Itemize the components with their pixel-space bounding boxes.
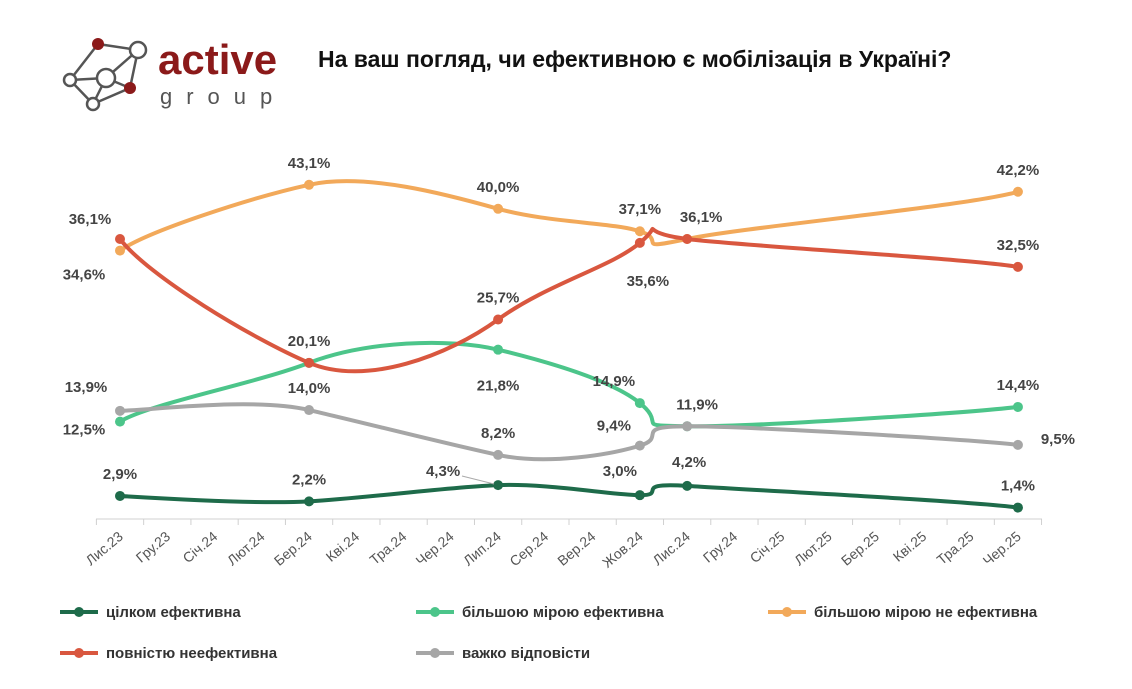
x-tick-label: Тра.25	[934, 528, 977, 568]
x-tick-label: Січ.25	[747, 528, 788, 566]
legend-swatch-marker	[74, 607, 84, 617]
logo-network-icon: active group	[62, 36, 286, 112]
data-label: 4,2%	[672, 454, 706, 471]
data-label: 2,9%	[103, 466, 137, 483]
x-tick-label: Чер.24	[412, 528, 456, 569]
x-tick-label: Лип.24	[460, 528, 504, 569]
data-label: 36,1%	[69, 211, 112, 228]
data-point	[1012, 261, 1023, 272]
data-label: 34,6%	[63, 267, 106, 284]
series-line-1	[118, 340, 1020, 429]
x-tick-label: Гру.23	[133, 528, 174, 566]
x-tick-label: Кві.25	[890, 528, 930, 565]
x-tick-label: Сер.24	[506, 528, 551, 569]
data-point	[634, 440, 645, 451]
chart-title: На ваш погляд, чи ефективною є мобілізац…	[318, 46, 952, 72]
data-point	[493, 449, 504, 460]
data-label: 14,4%	[997, 377, 1040, 394]
data-point	[1012, 502, 1023, 513]
series-line-2	[118, 179, 1020, 253]
x-tick-label: Бер.25	[838, 528, 882, 569]
data-point	[493, 203, 504, 214]
legend-label: повністю неефективна	[106, 645, 278, 662]
x-tick-label: Лис.24	[649, 528, 693, 568]
series-line-4	[118, 402, 1020, 462]
data-label: 36,1%	[680, 209, 723, 226]
legend-swatch-marker	[430, 648, 440, 658]
legend-swatch-marker	[782, 607, 792, 617]
data-point	[115, 233, 125, 244]
data-label: 43,1%	[288, 155, 331, 172]
leader-line	[461, 475, 495, 485]
series-line-3	[118, 226, 1020, 374]
data-label: 8,2%	[481, 425, 515, 442]
data-point	[682, 421, 693, 432]
data-point	[1012, 186, 1023, 197]
data-point	[115, 490, 125, 501]
x-tick-label: Лют.25	[791, 528, 835, 568]
data-point	[1012, 439, 1023, 450]
data-label: 11,9%	[676, 396, 718, 413]
data-point	[1012, 401, 1023, 412]
data-label: 14,0%	[288, 380, 331, 397]
data-label: 9,4%	[597, 418, 631, 435]
data-point	[634, 398, 645, 409]
x-tick-label: Лют.24	[224, 528, 268, 568]
data-label: 20,1%	[288, 333, 331, 350]
x-tick-label: Лис.23	[82, 528, 126, 568]
data-label: 21,8%	[477, 378, 520, 395]
data-point	[634, 237, 645, 248]
data-label: 12,5%	[63, 422, 106, 439]
data-point	[304, 357, 315, 368]
svg-text:active: active	[158, 36, 277, 83]
data-label: 9,5%	[1041, 431, 1075, 448]
data-point	[634, 490, 645, 501]
x-tick-label: Вер.24	[554, 528, 598, 569]
data-label: 3,0%	[603, 463, 637, 480]
data-label: 32,5%	[997, 237, 1040, 254]
data-label: 40,0%	[477, 179, 520, 196]
data-point	[682, 480, 693, 491]
data-point	[304, 405, 315, 416]
data-label: 1,4%	[1001, 478, 1035, 495]
data-point	[304, 179, 315, 190]
x-tick-label: Тра.24	[366, 528, 409, 568]
legend-label: важко відповісти	[462, 645, 590, 662]
data-label: 2,2%	[292, 471, 326, 488]
x-tick-label: Чер.25	[980, 528, 1024, 569]
legend-label: більшою мірою не ефективна	[814, 604, 1038, 621]
legend-label: більшою мірою ефективна	[462, 604, 664, 621]
data-point	[115, 416, 125, 427]
data-label: 37,1%	[619, 201, 662, 218]
data-label: 25,7%	[477, 289, 520, 306]
data-point	[634, 226, 645, 237]
data-label: 35,6%	[627, 273, 670, 290]
legend-label: цілком ефективна	[106, 604, 241, 621]
data-point	[682, 233, 693, 244]
x-tick-label: Жов.24	[599, 528, 646, 571]
data-point	[304, 496, 315, 507]
x-tick-label: Січ.24	[180, 528, 221, 566]
x-tick-label: Кві.24	[323, 528, 363, 565]
data-point	[115, 405, 125, 416]
data-point	[493, 314, 504, 325]
active-group-logo: active group	[58, 32, 298, 117]
legend-swatch-marker	[430, 607, 440, 617]
data-label: 4,3%	[426, 463, 460, 480]
legend-swatch-marker	[74, 648, 84, 658]
series-line-0	[118, 482, 1020, 510]
svg-text:group: group	[160, 84, 286, 109]
x-tick-label: Гру.24	[700, 528, 741, 566]
data-label: 42,2%	[997, 162, 1040, 179]
data-point	[493, 480, 504, 491]
data-point	[493, 344, 504, 355]
data-point	[115, 245, 125, 256]
data-label: 14,9%	[593, 373, 636, 390]
x-tick-label: Бер.24	[271, 528, 315, 569]
data-label: 13,9%	[65, 379, 108, 396]
